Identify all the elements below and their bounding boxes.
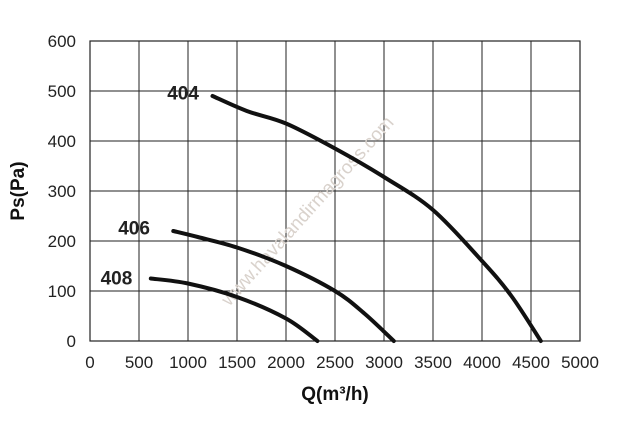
y-axis-label: Ps(Pa) [8, 161, 29, 220]
x-tick-label: 3500 [414, 353, 452, 372]
y-tick-label: 500 [48, 82, 76, 101]
x-tick-label: 4500 [512, 353, 550, 372]
y-tick-labels: 0 100 200 300 400 500 600 [48, 32, 76, 351]
y-tick-label: 200 [48, 232, 76, 251]
x-tick-label: 5000 [561, 353, 599, 372]
y-tick-label: 600 [48, 32, 76, 51]
y-tick-label: 300 [48, 182, 76, 201]
series-label-406: 406 [118, 219, 150, 240]
x-tick-label: 1500 [218, 353, 256, 372]
x-tick-labels: 0 500 1000 1500 2000 2500 3000 3500 4000 4500 5000 [85, 353, 599, 372]
x-tick-label: 500 [125, 353, 153, 372]
x-tick-label: 1000 [169, 353, 207, 372]
series-label-408: 408 [101, 269, 133, 290]
series-line-406 [171, 229, 396, 343]
x-tick-label: 0 [85, 353, 94, 372]
y-tick-label: 100 [48, 282, 76, 301]
plot-frame [89, 40, 581, 342]
series-label-404: 404 [167, 84, 199, 105]
x-tick-label: 2000 [267, 353, 305, 372]
series-curves [148, 94, 543, 343]
x-tick-label: 2500 [316, 353, 354, 372]
x-axis-label: Q(m³/h) [301, 384, 369, 405]
series-line-408 [148, 276, 320, 343]
series-labels: 404 406 408 [101, 84, 200, 290]
y-tick-label: 400 [48, 132, 76, 151]
x-tick-label: 4000 [463, 353, 501, 372]
series-line-404 [210, 94, 543, 343]
watermark: www.havalandirmagross.com [217, 112, 399, 310]
x-tick-label: 3000 [365, 353, 403, 372]
y-tick-label: 0 [67, 332, 76, 351]
